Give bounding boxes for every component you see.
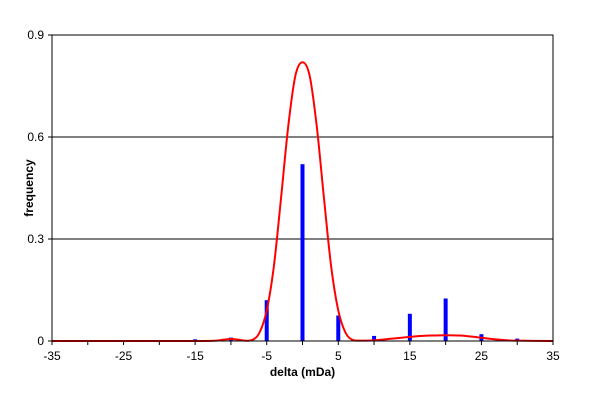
x-tick-label: -5 — [261, 349, 272, 363]
x-tick-label: -35 — [43, 349, 61, 363]
bar — [336, 315, 341, 341]
x-tick-label: 25 — [475, 349, 489, 363]
x-tick-label: 35 — [546, 349, 560, 363]
bar — [264, 300, 269, 341]
y-tick-label: 0.6 — [27, 130, 44, 144]
y-axis-ticks: 0 0.3 0.6 0.9 — [27, 28, 52, 348]
curve-series — [51, 61, 554, 342]
x-tick-label: -15 — [186, 349, 204, 363]
y-tick-label: 0.3 — [27, 232, 44, 246]
x-tick-label: 15 — [403, 349, 417, 363]
fit-curve — [51, 61, 554, 342]
bar — [372, 335, 377, 341]
bar-series — [193, 164, 520, 341]
y-tick-label: 0.9 — [27, 28, 44, 42]
x-tick-label: -25 — [115, 349, 133, 363]
bar — [407, 313, 412, 341]
bar — [300, 164, 305, 341]
y-axis-title: frequency — [22, 159, 36, 217]
y-tick-label: 0 — [37, 334, 44, 348]
x-tick-label: 5 — [335, 349, 342, 363]
x-axis-ticks: -35 -25 -15 -5 5 15 25 35 — [43, 341, 560, 363]
bar — [443, 298, 448, 341]
x-axis-title: delta (mDa) — [270, 365, 335, 379]
